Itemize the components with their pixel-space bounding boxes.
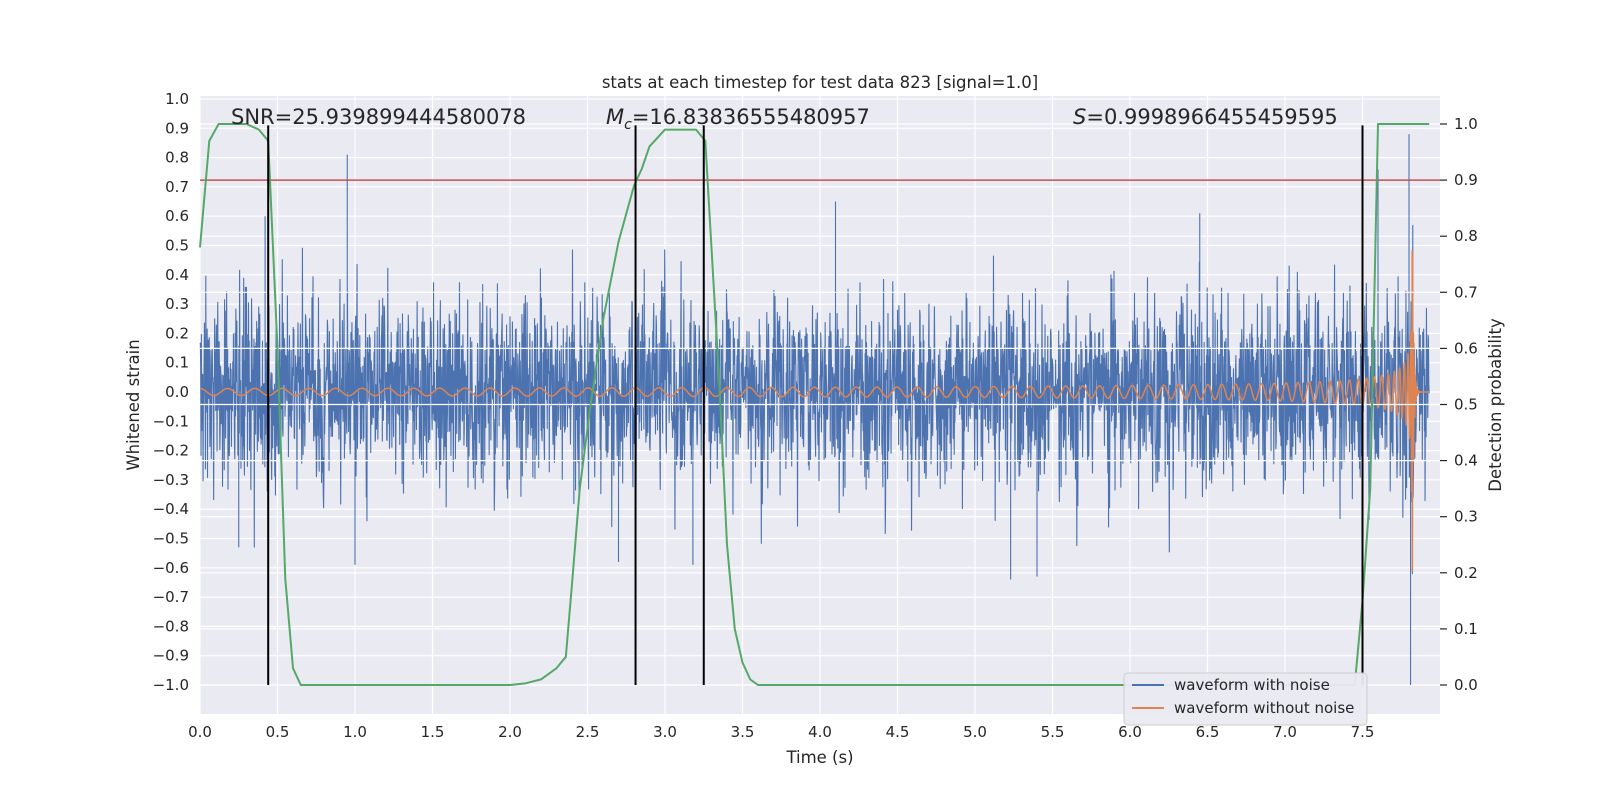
legend-label-noise: waveform with noise bbox=[1174, 676, 1330, 694]
series-detection-probability bbox=[199, 123, 1430, 686]
snr-annotation: SNR=25.939899444580078 bbox=[231, 105, 526, 129]
x-tick-label: 4.0 bbox=[808, 723, 832, 741]
y-tick-label: −0.2 bbox=[153, 442, 189, 460]
y2-tick-label: 0.5 bbox=[1454, 396, 1478, 414]
y-tick-label: −0.7 bbox=[153, 588, 189, 606]
y-tick-label: −0.3 bbox=[153, 471, 189, 489]
clean-waveform-line bbox=[199, 250, 1430, 572]
s-annotation: S=0.9998966455459595 bbox=[1073, 105, 1338, 129]
y-tick-label: 0.9 bbox=[165, 119, 189, 137]
y-axis-left-ticks: 1.0 0.9 0.8 0.7 0.6 0.5 0.4 0.3 0.2 0.1 0.0 −0.1 −0.… bbox=[153, 90, 189, 694]
y-tick-label: 0.7 bbox=[165, 178, 189, 196]
chart-title: stats at each timestep for test data 823… bbox=[602, 73, 1038, 92]
series-waveform-with-noise bbox=[199, 134, 1430, 685]
x-tick-label: 5.0 bbox=[963, 723, 987, 741]
y-tick-label: 0.4 bbox=[165, 266, 189, 284]
x-tick-label: 2.5 bbox=[576, 723, 600, 741]
y-tick-label: 1.0 bbox=[165, 90, 189, 108]
legend: waveform with noise waveform without noi… bbox=[1123, 672, 1368, 726]
y-tick-label: 0.2 bbox=[165, 324, 189, 342]
y-tick-label: −0.5 bbox=[153, 530, 189, 548]
x-tick-label: 0.0 bbox=[188, 723, 212, 741]
series-waveform-without-noise bbox=[199, 250, 1430, 572]
y-tick-label: −0.4 bbox=[153, 500, 189, 518]
x-tick-label: 5.5 bbox=[1041, 723, 1065, 741]
x-tick-label: 1.5 bbox=[421, 723, 445, 741]
y-tick-label: 0.5 bbox=[165, 237, 189, 255]
y-tick-label: −0.6 bbox=[153, 559, 189, 577]
y-tick-label: 0.3 bbox=[165, 295, 189, 313]
y-axis-right-label: Detection probability bbox=[1486, 318, 1505, 492]
y-tick-label: 0.8 bbox=[165, 149, 189, 167]
probability-line bbox=[199, 123, 1430, 686]
y-tick-label: 0.6 bbox=[165, 207, 189, 225]
y2-tick-label: 0.6 bbox=[1454, 339, 1478, 357]
y2-tick-label: 0.9 bbox=[1454, 171, 1478, 189]
y2-tick-label: 0.0 bbox=[1454, 676, 1478, 694]
detection-markers bbox=[267, 125, 1364, 685]
y-tick-label: −0.8 bbox=[153, 617, 189, 635]
y-tick-label: −1.0 bbox=[153, 676, 189, 694]
y2-tick-label: 0.8 bbox=[1454, 227, 1478, 245]
y2-tick-label: 0.7 bbox=[1454, 283, 1478, 301]
y2-tick-label: 1.0 bbox=[1454, 115, 1478, 133]
x-tick-label: 3.0 bbox=[653, 723, 677, 741]
legend-box bbox=[1123, 672, 1368, 726]
x-tick-label: 7.0 bbox=[1273, 723, 1297, 741]
y-axis-left-label: Whitened strain bbox=[124, 339, 143, 470]
horizontal-reference-lines bbox=[200, 179, 1440, 462]
x-tick-label: 1.0 bbox=[343, 723, 367, 741]
x-tick-label: 0.5 bbox=[266, 723, 290, 741]
x-tick-label: 3.5 bbox=[731, 723, 755, 741]
y-axis-right-ticks: 1.0 0.9 0.8 0.7 0.6 0.5 0.4 0.3 0.2 0.1 0.0 bbox=[1440, 115, 1478, 694]
x-tick-label: 2.0 bbox=[498, 723, 522, 741]
chirp-mass-annotation: Mc=16.83836555480957 bbox=[606, 105, 870, 133]
y-tick-label: 0.0 bbox=[165, 383, 189, 401]
x-tick-label: 6.5 bbox=[1196, 723, 1220, 741]
x-tick-label: 7.5 bbox=[1351, 723, 1375, 741]
legend-label-clean: waveform without noise bbox=[1174, 699, 1354, 717]
noise-waveform-line bbox=[199, 134, 1430, 685]
x-tick-label: 6.0 bbox=[1118, 723, 1142, 741]
y2-tick-label: 0.1 bbox=[1454, 620, 1478, 638]
x-tick-label: 4.5 bbox=[886, 723, 910, 741]
y2-tick-label: 0.2 bbox=[1454, 564, 1478, 582]
y2-tick-label: 0.3 bbox=[1454, 508, 1478, 526]
x-axis-ticks: 0.0 0.5 1.0 1.5 2.0 2.5 3.0 3.5 4.0 4.5 5.0 5.5 6.0 6… bbox=[188, 723, 1374, 741]
y2-tick-label: 0.4 bbox=[1454, 452, 1478, 470]
x-axis-label: Time (s) bbox=[785, 748, 853, 767]
y-tick-label: −0.9 bbox=[153, 647, 189, 665]
y-tick-label: −0.1 bbox=[153, 412, 189, 430]
y-tick-label: 0.1 bbox=[165, 354, 189, 372]
